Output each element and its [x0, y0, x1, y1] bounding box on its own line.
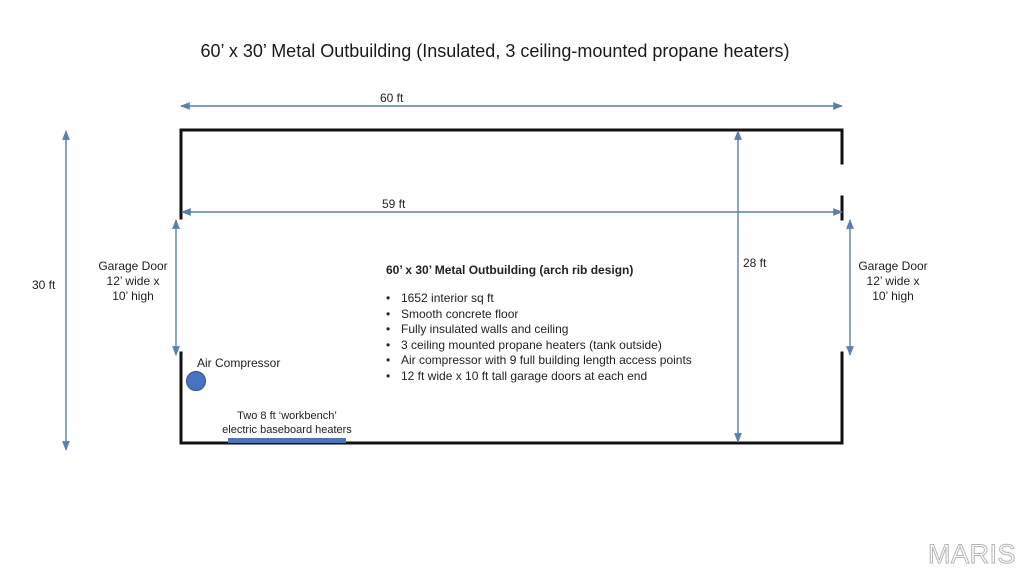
left-wall-top-segment	[179, 128, 844, 220]
overall-length-label: 60 ft	[380, 91, 404, 105]
right-garage-door-line3: 10’ high	[872, 289, 914, 303]
right-garage-door-label: Garage Door 12’ wide x 10’ high	[854, 259, 932, 304]
interior-length-label: 59 ft	[382, 197, 406, 211]
list-item: Air compressor with 9 full building leng…	[386, 353, 692, 369]
list-item: 1652 interior sq ft	[386, 291, 692, 307]
dimension-arrows	[62, 102, 854, 451]
left-garage-door-line1: Garage Door	[98, 259, 168, 273]
building-notes: 60’ x 30’ Metal Outbuilding (arch rib de…	[386, 263, 692, 385]
list-item: 3 ceiling mounted propane heaters (tank …	[386, 338, 692, 354]
overall-width-label: 30 ft	[32, 278, 56, 292]
notes-list: 1652 interior sq ft Smooth concrete floo…	[386, 291, 692, 385]
notes-heading: 60’ x 30’ Metal Outbuilding (arch rib de…	[386, 263, 634, 277]
right-garage-door-line1: Garage Door	[858, 259, 928, 273]
air-compressor-label: Air Compressor	[197, 356, 281, 370]
baseboard-heaters-label: Two 8 ft ‘workbench’ electric baseboard …	[214, 409, 360, 437]
left-garage-door-label: Garage Door 12’ wide x 10’ high	[94, 259, 172, 304]
baseboard-heaters-line2: electric baseboard heaters	[222, 424, 352, 436]
left-garage-door-line3: 10’ high	[112, 289, 154, 303]
maris-watermark: MARIS	[927, 539, 1016, 570]
list-item: 12 ft wide x 10 ft tall garage doors at …	[386, 369, 692, 385]
right-garage-door-line2: 12’ wide x	[866, 274, 920, 288]
interior-width-label: 28 ft	[743, 256, 767, 270]
bottom-wall	[179, 351, 844, 445]
left-garage-door-line2: 12’ wide x	[106, 274, 160, 288]
list-item: Fully insulated walls and ceiling	[386, 322, 692, 338]
baseboard-heaters-symbol	[228, 438, 346, 443]
diagram-title: 60’ x 30’ Metal Outbuilding (Insulated, …	[200, 41, 790, 61]
list-item: Smooth concrete floor	[386, 307, 692, 323]
air-compressor-symbol	[186, 371, 206, 391]
baseboard-heaters-line1: Two 8 ft ‘workbench’	[237, 410, 337, 422]
